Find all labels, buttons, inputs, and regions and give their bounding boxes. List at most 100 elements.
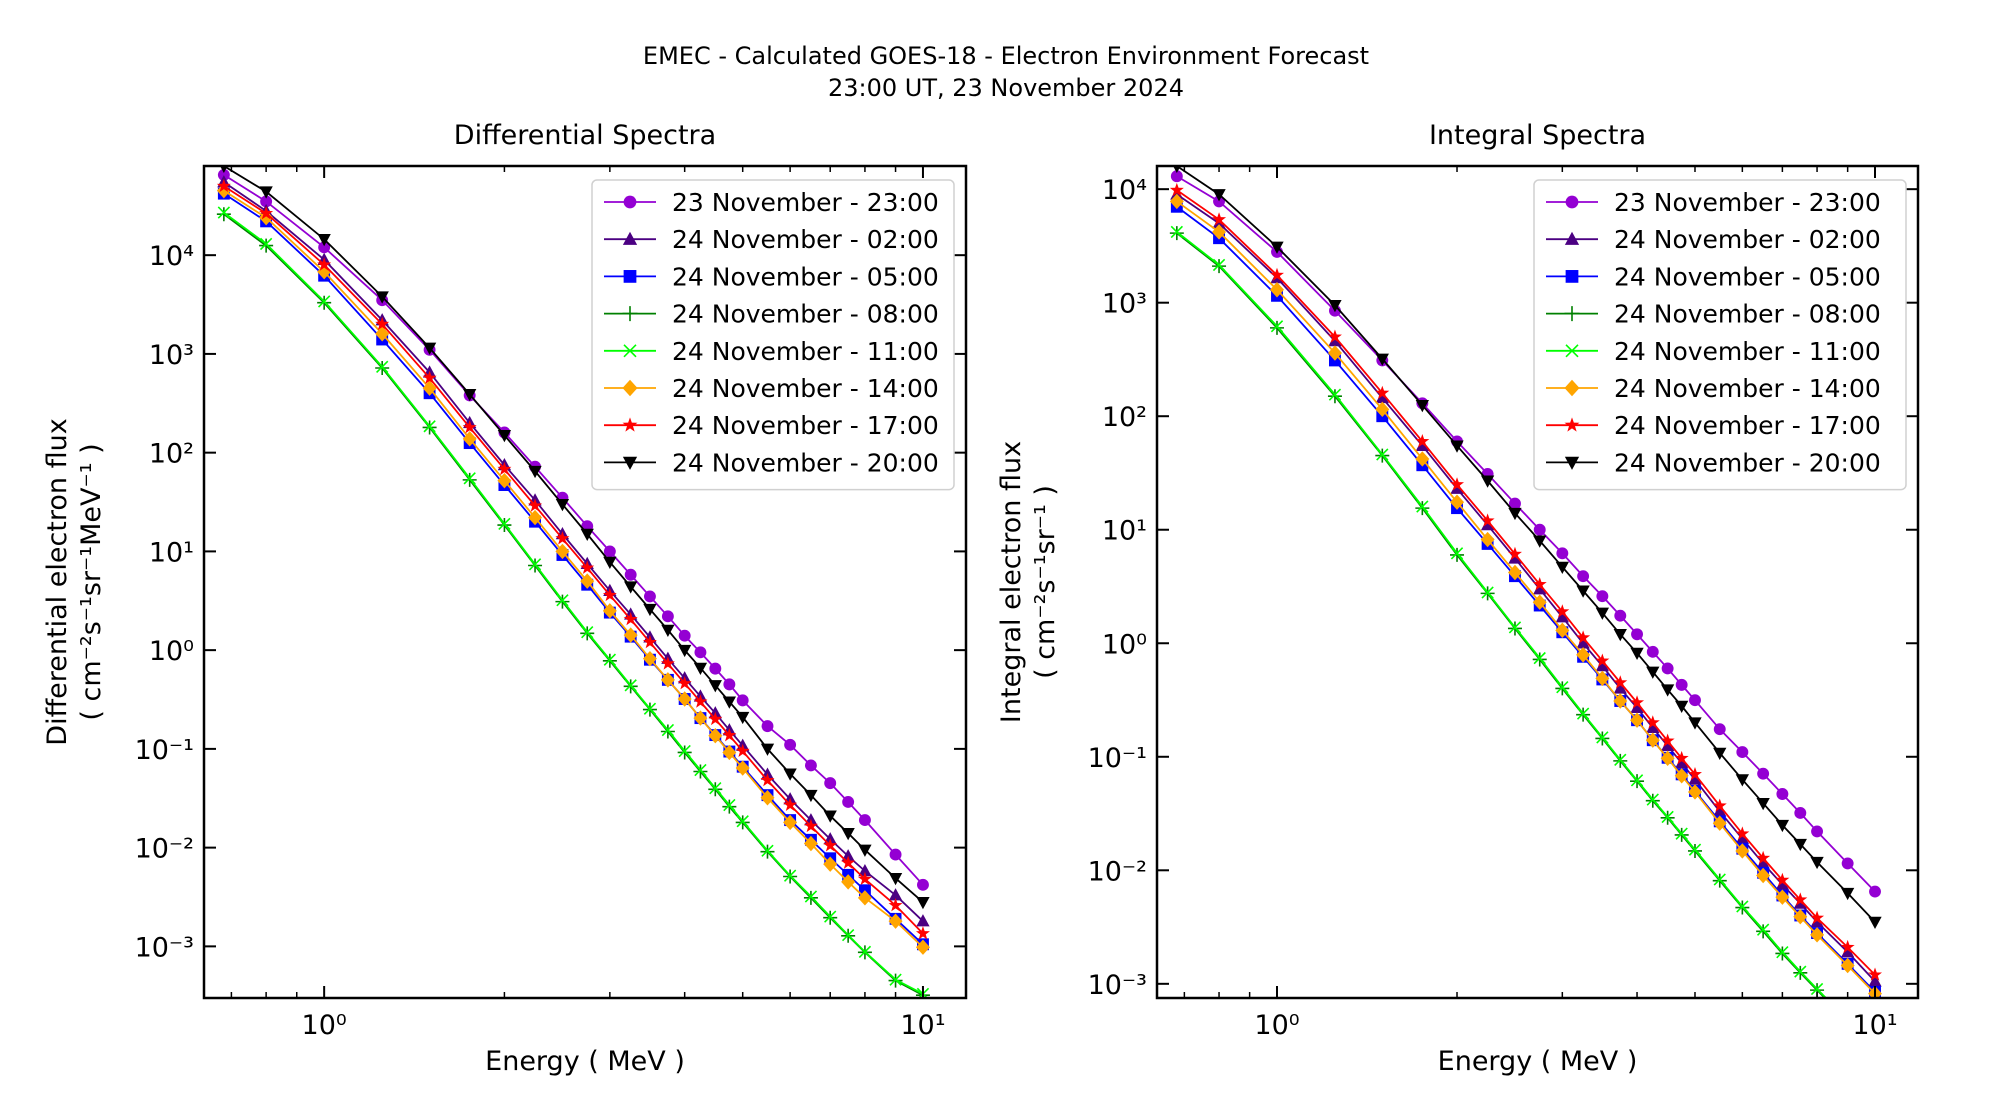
data-point xyxy=(722,799,737,814)
data-point xyxy=(824,777,837,790)
differential-spectra-panel: Differential Spectra 10⁰ 10¹ 10⁻³ 10⁻² 10⁻¹ 10… xyxy=(42,120,968,1077)
data-point xyxy=(1212,212,1227,226)
data-point xyxy=(1776,788,1789,800)
data-point xyxy=(602,587,617,602)
data-point xyxy=(708,711,723,726)
data-point xyxy=(1841,857,1854,870)
data-point xyxy=(1595,659,1610,672)
data-point xyxy=(1213,195,1225,208)
data-point xyxy=(1509,497,1521,510)
data-point xyxy=(555,543,570,560)
data-point xyxy=(1756,850,1771,865)
y-tick-label: 10⁴ xyxy=(149,241,194,272)
data-point xyxy=(1646,793,1659,806)
data-point xyxy=(1270,267,1284,282)
data-point xyxy=(1794,965,1807,978)
data-point xyxy=(1756,923,1770,936)
data-point xyxy=(1735,826,1750,840)
data-point xyxy=(1630,695,1645,709)
data-point xyxy=(1565,195,1579,209)
data-point xyxy=(1328,388,1342,401)
data-point xyxy=(1735,843,1750,859)
data-point xyxy=(317,233,331,247)
series-4 xyxy=(1170,225,1828,998)
data-point xyxy=(1595,653,1610,667)
data-point xyxy=(1595,607,1610,620)
data-point xyxy=(1645,715,1660,729)
data-point xyxy=(622,379,638,397)
data-point xyxy=(1630,774,1644,787)
legend-label: 24 November - 17:00 xyxy=(672,411,939,440)
data-point xyxy=(1450,494,1465,510)
data-point xyxy=(1480,513,1495,527)
data-point xyxy=(803,890,818,905)
legend-entry: 24 November - 14:00 xyxy=(1546,374,1881,403)
data-point xyxy=(1565,270,1579,283)
data-point xyxy=(1661,662,1674,675)
data-point xyxy=(1170,225,1184,239)
data-point xyxy=(736,694,749,707)
data-point xyxy=(1507,564,1522,581)
series-0 xyxy=(1170,170,1881,898)
data-point xyxy=(1564,417,1580,432)
data-point xyxy=(736,711,750,725)
data-point xyxy=(1793,909,1808,925)
data-point xyxy=(216,207,231,222)
data-point xyxy=(623,195,637,209)
data-point xyxy=(375,326,390,342)
data-point xyxy=(1713,747,1727,760)
legend-entry: 24 November - 11:00 xyxy=(604,337,939,366)
series-4 xyxy=(217,206,930,998)
data-point xyxy=(1415,399,1429,413)
legend-entry: 24 November - 08:00 xyxy=(604,300,939,329)
data-point xyxy=(677,691,692,707)
data-point xyxy=(528,498,543,512)
data-point xyxy=(422,370,437,384)
data-point xyxy=(1840,939,1855,954)
data-point xyxy=(1212,258,1226,272)
data-point xyxy=(1169,193,1184,210)
data-point xyxy=(423,420,436,433)
figure-title: EMEC - Calculated GOES-18 - Electron Env… xyxy=(643,42,1369,70)
data-point xyxy=(1173,166,1181,173)
legend-label: 24 November - 11:00 xyxy=(1614,337,1881,366)
data-point xyxy=(1646,666,1660,679)
data-point xyxy=(220,166,228,173)
data-point xyxy=(1481,586,1494,599)
data-point xyxy=(1480,531,1495,548)
data-point xyxy=(1736,900,1749,913)
data-point xyxy=(259,206,274,220)
data-point xyxy=(1555,561,1569,574)
x-tick-label: 10⁰ xyxy=(1254,1010,1299,1041)
data-point xyxy=(915,939,930,955)
x-tick-label: 10⁰ xyxy=(302,1010,347,1041)
data-point xyxy=(376,360,389,373)
legend-label: 24 November - 02:00 xyxy=(1614,225,1881,254)
data-point xyxy=(1675,700,1689,714)
data-point xyxy=(1687,784,1702,800)
data-point xyxy=(581,626,594,639)
axes-frame xyxy=(1155,164,1920,1000)
data-point xyxy=(1735,831,1749,844)
data-point xyxy=(678,644,692,658)
data-point xyxy=(1630,700,1644,714)
data-point xyxy=(888,872,903,886)
data-point xyxy=(841,874,856,890)
data-point xyxy=(723,798,736,812)
data-point xyxy=(783,869,797,882)
y-axis-label: Integral electron flux xyxy=(996,441,1027,723)
data-point xyxy=(1793,838,1807,852)
data-point xyxy=(463,389,477,402)
data-point xyxy=(888,913,903,929)
data-point xyxy=(783,768,797,781)
data-point xyxy=(1868,974,1882,987)
data-point xyxy=(1450,440,1464,453)
data-point xyxy=(1170,187,1184,200)
data-point xyxy=(1869,885,1881,898)
data-point xyxy=(1556,681,1569,694)
data-point xyxy=(603,556,617,570)
y-tick-label: 10⁻¹ xyxy=(135,735,194,766)
data-point xyxy=(497,461,512,476)
panel-title: Integral Spectra xyxy=(1429,120,1646,151)
